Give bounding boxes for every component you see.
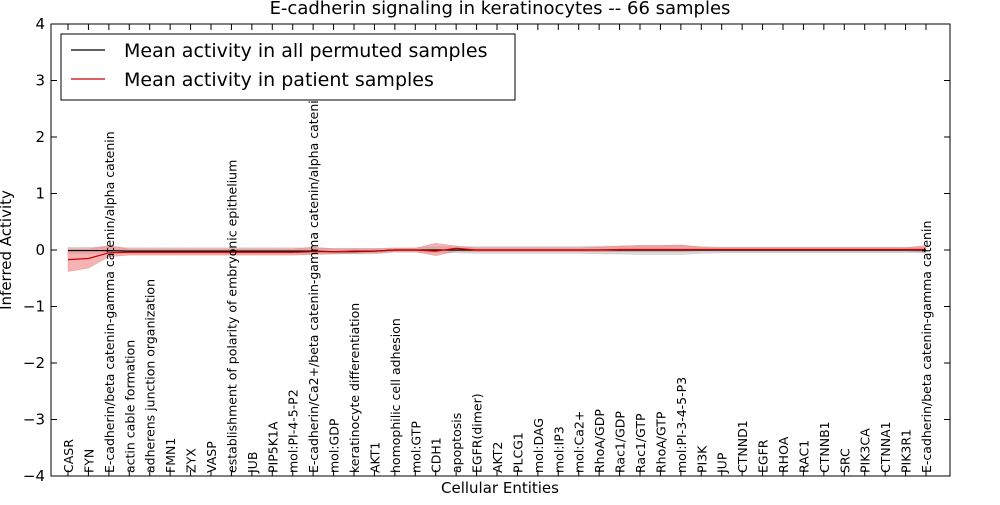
y-axis-label: Inferred Activity	[0, 190, 15, 310]
y-tick-label: −4	[23, 467, 45, 485]
x-tick-label: mol:GDP	[327, 418, 342, 473]
x-tick-label: AKT1	[367, 442, 382, 473]
confidence-bands	[67, 242, 927, 272]
x-tick-label: EGFR	[756, 439, 771, 473]
x-tick-label: CTNNA1	[878, 421, 893, 473]
x-tick-label: FYN	[81, 449, 96, 473]
x-tick-label: mol:Ca2+	[572, 411, 587, 473]
legend-label-patient: Mean activity in patient samples	[124, 69, 434, 91]
x-tick-label: VASP	[204, 441, 219, 473]
x-tick-label: PLCG1	[510, 432, 525, 473]
x-tick-label: PIK3R1	[899, 429, 914, 473]
x-tick-label: apoptosis	[449, 413, 464, 473]
x-tick-label: Rac1/GTP	[633, 413, 648, 473]
y-tick-label: −3	[23, 411, 45, 429]
x-tick-label: mol:PI-3-4-5-P3	[674, 377, 689, 473]
legend: Mean activity in all permuted samples Me…	[60, 33, 516, 101]
y-axis: 4 3 2 1 0 −1 −2 −3 −4	[23, 15, 950, 485]
x-tick-label: CDH1	[429, 437, 444, 473]
x-tick-label: mol:DAG	[531, 418, 546, 473]
series-lines	[67, 247, 926, 261]
x-tick-label: E-cadherin/beta catenin-gamma catenin/al…	[102, 131, 117, 473]
x-tick-label: CTNNB1	[817, 421, 832, 473]
x-tick-label: PI3K	[694, 445, 709, 473]
y-tick-label: 2	[35, 128, 45, 146]
x-tick-label: ZYX	[184, 448, 199, 473]
x-tick-label: mol:GTP	[408, 421, 423, 473]
x-tick-label: AKT2	[490, 442, 505, 473]
x-tick-label: RhoA/GDP	[592, 409, 607, 473]
x-tick-label: homophilic cell adhesion	[388, 318, 403, 473]
x-tick-label: FMN1	[163, 438, 178, 473]
x-tick-label: PIK3CA	[858, 428, 873, 473]
x-tick-label: establishment of polarity of embryonic e…	[224, 160, 239, 473]
x-tick-label: SRC	[837, 448, 852, 473]
y-tick-label: 1	[35, 185, 45, 203]
line-series-1	[67, 247, 926, 261]
x-tick-label: mol:PI-4-5-P2	[286, 389, 301, 473]
x-axis: CASR FYN E-cadherin/beta catenin-gamma cat…	[61, 24, 934, 476]
x-tick-label: RAC1	[796, 440, 811, 473]
x-tick-label: CASR	[61, 439, 76, 473]
y-tick-label: −1	[23, 298, 45, 316]
chart-title: E-cadherin signaling in keratinocytes --…	[270, 0, 731, 19]
x-tick-label: PIP5K1A	[265, 421, 280, 473]
legend-label-permuted: Mean activity in all permuted samples	[124, 40, 487, 62]
x-tick-label: adherens junction organization	[143, 279, 158, 473]
legend-box	[60, 33, 516, 101]
x-tick-label: RHOA	[776, 436, 791, 473]
x-tick-label: JUB	[245, 452, 260, 474]
x-tick-label: JUP	[715, 452, 730, 474]
x-tick-label: RhoA/GTP	[653, 411, 668, 473]
x-tick-label: CTNND1	[735, 420, 750, 473]
y-tick-label: −2	[23, 354, 45, 372]
x-tick-label: E-cadherin/beta catenin-gamma catenin	[919, 221, 934, 473]
y-tick-label: 3	[35, 72, 45, 90]
x-tick-label: mol:IP3	[551, 426, 566, 473]
y-tick-label: 0	[35, 241, 45, 259]
x-tick-label: Rac1/GDP	[613, 411, 628, 473]
x-tick-label: actin cable formation	[122, 340, 137, 473]
x-axis-label: Cellular Entities	[441, 479, 559, 497]
x-tick-label: keratinocyte differentiation	[347, 303, 362, 473]
x-tick-label: E-cadherin/Ca2+/beta catenin-gamma caten…	[306, 56, 321, 473]
y-tick-label: 4	[35, 15, 45, 33]
x-tick-label: EGFR(dimer)	[470, 393, 485, 473]
